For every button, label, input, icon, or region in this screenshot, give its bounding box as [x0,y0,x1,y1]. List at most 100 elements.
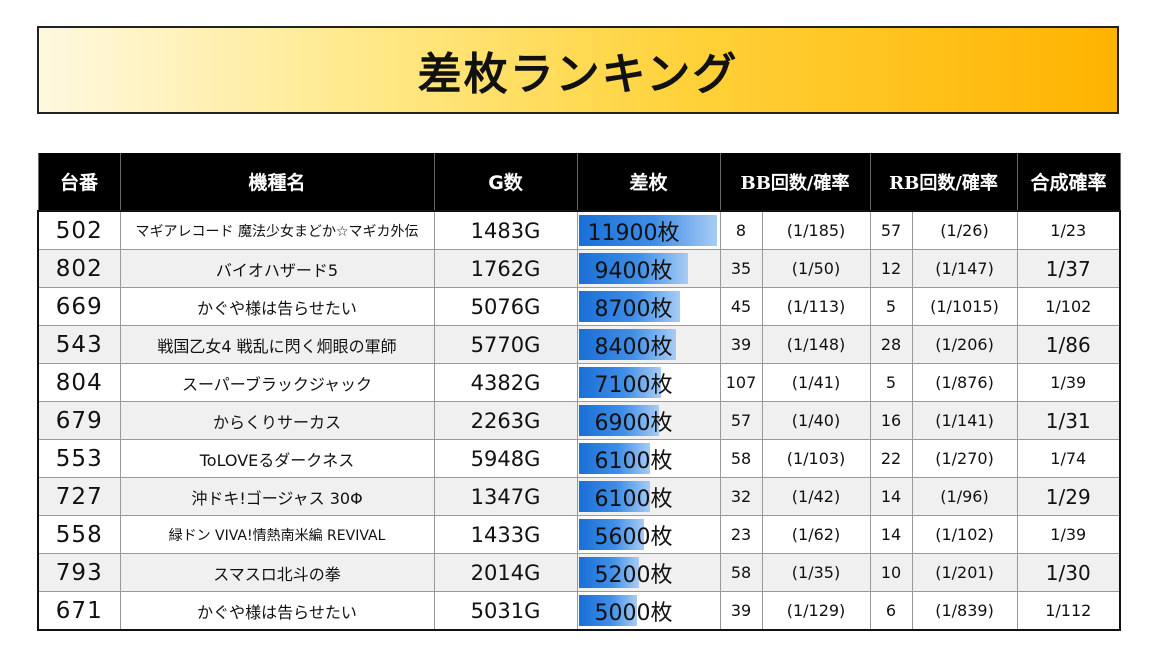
header-row: 台番 機種名 G数 差枚 BB回数/確率 RB回数/確率 合成確率 [37,153,1121,211]
combined-prob-cell: 1/86 [1016,325,1121,364]
table-row: 553 ToLOVEるダークネス 5948G 6100枚 58 (1/103) 22 (1/2… [37,439,1121,478]
diff-bar [578,481,650,512]
rb-count-cell: 12 [869,249,913,288]
page-title: 差枚ランキング [417,49,739,100]
machine-no-cell: 553 [37,439,121,478]
machine-no-cell: 727 [37,477,121,516]
diff-bar [578,405,659,436]
diff-value: 5600枚 [594,524,673,550]
model-name-cell: 戦国乙女4 戦乱に閃く炯眼の軍師 [119,325,435,364]
diff-bar [578,291,680,322]
header-games: G数 [433,153,578,211]
machine-no-cell: 793 [37,553,121,592]
combined-prob-cell: 1/37 [1016,249,1121,288]
model-name-cell: 沖ドキ!ゴージャス 30Φ [119,477,435,516]
diff-cell: 11900枚 [576,210,721,250]
machine-no-cell: 679 [37,401,121,440]
model-name-cell: かぐや様は告らせたい [119,287,435,326]
model-name-cell: 緑ドン VIVA!情熱南米編 REVIVAL [119,515,435,554]
diff-bar [578,367,661,398]
rb-count-cell: 6 [869,591,913,631]
games-cell: 1762G [433,249,578,288]
rb-prob-cell: (1/270) [911,439,1018,478]
rb-prob-cell: (1/26) [911,210,1018,250]
machine-no-cell: 669 [37,287,121,326]
header-combined: 合成確率 [1016,153,1121,211]
header-model: 機種名 [119,153,435,211]
games-cell: 2263G [433,401,578,440]
bb-count-cell: 32 [719,477,763,516]
bb-prob-cell: (1/148) [761,325,871,364]
combined-prob-cell: 1/74 [1016,439,1121,478]
diff-cell: 9400枚 [576,249,721,288]
table-row: 804 スーパーブラックジャック 4382G 7100枚 107 (1/41) 5 (1/87… [37,363,1121,402]
diff-value: 6100枚 [594,486,673,512]
bb-count-cell: 35 [719,249,763,288]
rb-count-cell: 14 [869,515,913,554]
machine-no-cell: 502 [37,210,121,250]
bb-prob-cell: (1/62) [761,515,871,554]
diff-bar [578,215,717,246]
bb-prob-cell: (1/41) [761,363,871,402]
machine-no-cell: 671 [37,591,121,631]
title-banner: 差枚ランキング [37,26,1119,114]
header-bb: BB回数/確率 [719,153,871,211]
diff-cell: 6100枚 [576,439,721,478]
diff-cell: 8700枚 [576,287,721,326]
diff-cell: 8400枚 [576,325,721,364]
rb-prob-cell: (1/876) [911,363,1018,402]
bb-prob-cell: (1/35) [761,553,871,592]
table-row: 802 バイオハザード5 1762G 9400枚 35 (1/50) 12 (1/147) 1/… [37,249,1121,288]
header-diff: 差枚 [576,153,721,211]
bb-prob-cell: (1/40) [761,401,871,440]
diff-cell: 7100枚 [576,363,721,402]
bb-count-cell: 23 [719,515,763,554]
bb-prob-cell: (1/42) [761,477,871,516]
rb-count-cell: 5 [869,287,913,326]
bb-count-cell: 57 [719,401,763,440]
bb-count-cell: 58 [719,439,763,478]
rb-count-cell: 14 [869,477,913,516]
bb-count-cell: 58 [719,553,763,592]
table-row: 502 マギアレコード 魔法少女まどか☆マギカ外伝 1483G 11900枚 8 (1/1… [37,210,1121,250]
diff-value: 6900枚 [594,410,673,436]
combined-prob-cell: 1/29 [1016,477,1121,516]
bb-count-cell: 39 [719,591,763,631]
rb-prob-cell: (1/201) [911,553,1018,592]
table-row: 671 かぐや様は告らせたい 5031G 5000枚 39 (1/129) 6 (1/839)… [37,591,1121,631]
machine-no-cell: 543 [37,325,121,364]
combined-prob-cell: 1/102 [1016,287,1121,326]
model-name-cell: からくりサーカス [119,401,435,440]
games-cell: 2014G [433,553,578,592]
diff-bar [578,443,650,474]
rb-prob-cell: (1/206) [911,325,1018,364]
bb-count-cell: 107 [719,363,763,402]
diff-bar [578,595,637,626]
diff-value: 7100枚 [594,372,673,398]
ranking-table: 台番 機種名 G数 差枚 BB回数/確率 RB回数/確率 合成確率 502 マギア… [37,153,1121,631]
rb-count-cell: 22 [869,439,913,478]
bb-count-cell: 45 [719,287,763,326]
rb-prob-cell: (1/147) [911,249,1018,288]
diff-cell: 5600枚 [576,515,721,554]
machine-no-cell: 804 [37,363,121,402]
rb-count-cell: 5 [869,363,913,402]
combined-prob-cell: 1/31 [1016,401,1121,440]
diff-bar [578,329,676,360]
games-cell: 5031G [433,591,578,631]
diff-cell: 5200枚 [576,553,721,592]
model-name-cell: スマスロ北斗の拳 [119,553,435,592]
bb-prob-cell: (1/185) [761,210,871,250]
diff-value: 9400枚 [594,258,673,284]
bb-count-cell: 39 [719,325,763,364]
diff-cell: 5000枚 [576,591,721,631]
model-name-cell: バイオハザード5 [119,249,435,288]
rb-prob-cell: (1/141) [911,401,1018,440]
games-cell: 1347G [433,477,578,516]
diff-bar [578,557,639,588]
bb-prob-cell: (1/129) [761,591,871,631]
diff-bar [578,253,688,284]
diff-value: 11900枚 [587,220,680,246]
combined-prob-cell: 1/23 [1016,210,1121,250]
bb-prob-cell: (1/50) [761,249,871,288]
